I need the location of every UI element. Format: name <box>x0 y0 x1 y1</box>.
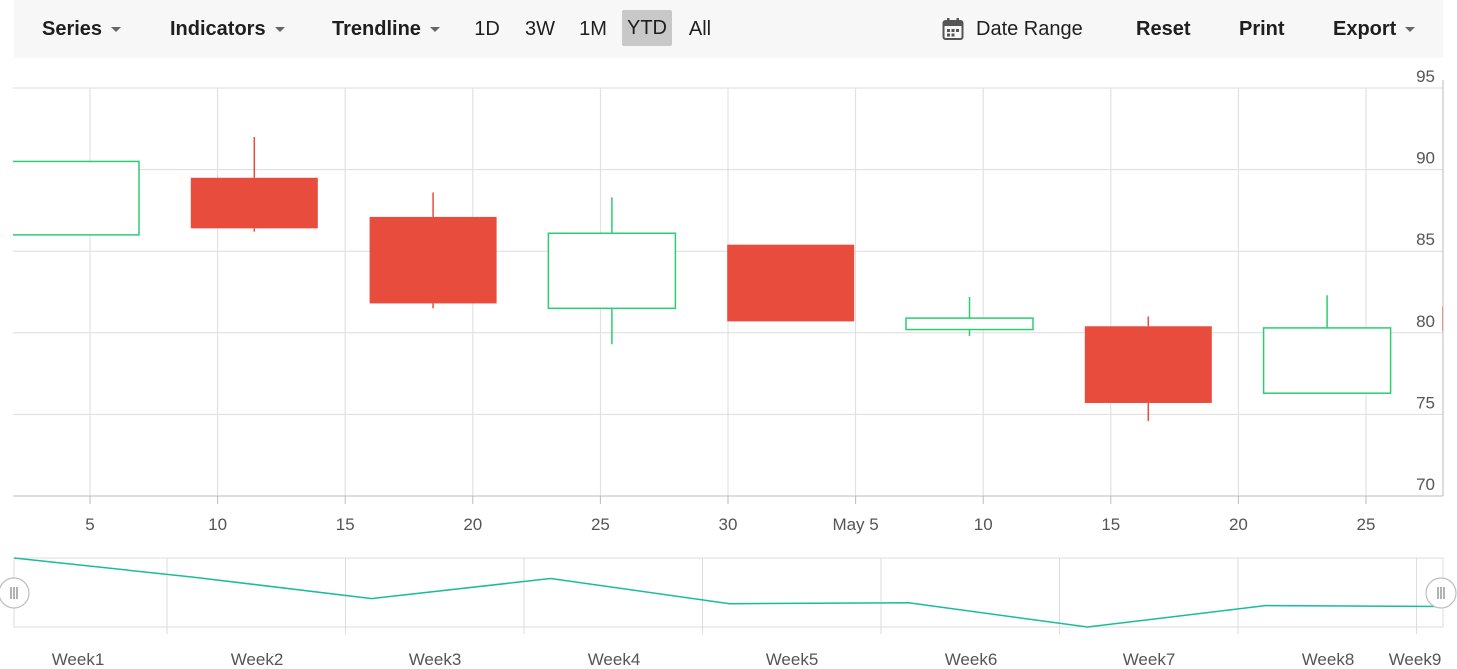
series-dropdown[interactable]: Series <box>42 0 122 58</box>
candle-body <box>1442 306 1443 332</box>
y-tick-label: 95 <box>1416 67 1435 86</box>
x-tick-label: May 5 <box>832 515 878 534</box>
candlestick-chart[interactable]: 5 10 15 20 25 30 May 5 10 15 20 25 70 75 80 85 90 95 <box>0 58 1457 548</box>
navigator-tick-label: Week1 <box>52 650 105 669</box>
x-axis-labels: 5 10 15 20 25 30 May 5 10 15 20 25 <box>85 515 1375 534</box>
bullish-candle[interactable] <box>905 296 1034 337</box>
navigator-tick-label: Week8 <box>1302 650 1355 669</box>
x-tick-label: 5 <box>85 515 94 534</box>
x-tick-label: 30 <box>719 515 738 534</box>
period-all-button[interactable]: All <box>688 17 712 40</box>
candle-body <box>905 317 1034 331</box>
trendline-label: Trendline <box>332 17 421 40</box>
y-tick-label: 80 <box>1416 312 1435 331</box>
export-dropdown[interactable]: Export <box>1333 0 1416 58</box>
x-tick-label: 20 <box>1229 515 1248 534</box>
caret-down-icon <box>274 26 285 32</box>
navigator-tick-label: Week9 <box>1389 650 1442 669</box>
bearish-candle[interactable] <box>190 136 318 232</box>
navigator-left-handle[interactable] <box>0 577 30 609</box>
caret-down-icon <box>1405 26 1416 32</box>
bearish-candle[interactable] <box>1084 316 1212 421</box>
export-label: Export <box>1333 17 1397 40</box>
calendar-icon <box>942 18 964 40</box>
x-tick-label: 20 <box>463 515 482 534</box>
navigator-tick-label: Week2 <box>231 650 284 669</box>
period-3w-button[interactable]: 3W <box>525 17 555 40</box>
navigator-series <box>13 557 1444 628</box>
y-tick-label: 70 <box>1416 475 1435 494</box>
period-1d-button[interactable]: 1D <box>474 17 500 40</box>
reset-button[interactable]: Reset <box>1136 17 1191 40</box>
navigator-line <box>13 557 1444 628</box>
period-ytd-button[interactable]: YTD <box>622 10 672 46</box>
bullish-candle[interactable] <box>1262 295 1392 394</box>
series-label: Series <box>42 17 103 40</box>
navigator-axis-labels: Week1 Week2 Week3 Week4 Week5 Week6 Week7 Week8… <box>52 650 1442 669</box>
caret-down-icon <box>111 26 122 32</box>
bullish-candle[interactable] <box>547 197 677 345</box>
candle-body <box>190 177 318 229</box>
x-tick-label: 25 <box>591 515 610 534</box>
date-range-label: Date Range <box>976 17 1083 40</box>
candle-body <box>1262 327 1392 394</box>
x-tick-label: 10 <box>974 515 993 534</box>
caret-down-icon <box>429 26 440 32</box>
candle-body <box>13 160 140 236</box>
x-tick-label: 15 <box>1101 515 1120 534</box>
indicators-dropdown[interactable]: Indicators <box>170 0 285 58</box>
period-1m-button[interactable]: 1M <box>579 17 607 40</box>
bullish-candle[interactable] <box>12 160 140 236</box>
candle-body <box>369 216 497 304</box>
candlestick-series[interactable] <box>12 136 1457 421</box>
x-tick-label: 25 <box>1357 515 1376 534</box>
x-tick-label: 15 <box>336 515 355 534</box>
range-navigator[interactable]: Week1 Week2 Week3 Week4 Week5 Week6 Week7 Week8… <box>0 548 1457 669</box>
chart-toolbar: Series Indicators Trendline 1D 3W 1M YTD… <box>14 0 1443 58</box>
y-axis-labels: 70 75 80 85 90 95 <box>1416 67 1435 494</box>
navigator-tick-label: Week3 <box>409 650 462 669</box>
print-button[interactable]: Print <box>1239 17 1285 40</box>
date-range-button[interactable]: Date Range <box>942 0 1083 58</box>
candle-body <box>547 232 677 310</box>
y-tick-label: 85 <box>1416 230 1435 249</box>
navigator-handles[interactable] <box>0 577 1457 609</box>
x-tick-label: 10 <box>208 515 227 534</box>
navigator-right-handle[interactable] <box>1425 577 1457 609</box>
bearish-candle[interactable] <box>727 244 855 322</box>
navigator-frame <box>13 557 1444 628</box>
trendline-dropdown[interactable]: Trendline <box>332 0 440 58</box>
navigator-tick-label: Week6 <box>945 650 998 669</box>
y-tick-label: 90 <box>1416 149 1435 168</box>
candle-body <box>727 244 855 322</box>
bearish-candle[interactable] <box>369 192 497 309</box>
bearish-candle[interactable] <box>1442 284 1457 333</box>
y-tick-label: 75 <box>1416 393 1435 412</box>
navigator-tick-label: Week5 <box>766 650 819 669</box>
navigator-gridlines <box>13 557 1444 634</box>
navigator-tick-label: Week7 <box>1123 650 1176 669</box>
candle-body <box>1084 326 1212 403</box>
navigator-tick-label: Week4 <box>588 650 641 669</box>
indicators-label: Indicators <box>170 17 266 40</box>
